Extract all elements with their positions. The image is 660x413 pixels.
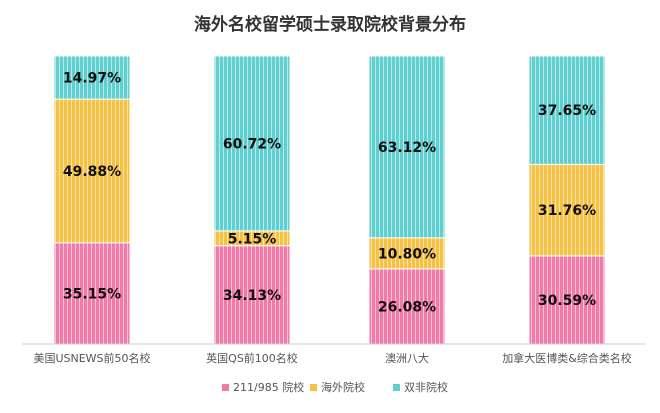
x-tick-label: 英国QS前100名校 <box>206 351 298 365</box>
data-label: 14.97% <box>63 71 121 87</box>
legend-swatch-overseas <box>310 384 317 391</box>
bar-segment-overseas <box>368 237 446 270</box>
legend-label: 211/985 院校 <box>233 380 304 394</box>
bar-segment-non-key <box>213 55 291 232</box>
bar-segment-211-985 <box>53 242 131 345</box>
bar-segment-non-key <box>368 55 446 239</box>
data-label: 37.65% <box>538 103 596 119</box>
legend-label: 海外院校 <box>321 380 365 394</box>
legend-label: 双非院校 <box>404 380 448 394</box>
bar-segment-non-key <box>528 55 606 165</box>
bar-segment-211-985 <box>213 245 291 345</box>
x-axis-labels: 美国USNEWS前50名校 英国QS前100名校 澳洲八大 加拿大医博类&综合类名校 <box>33 351 631 365</box>
legend-swatch-non-key <box>393 384 400 391</box>
bars-group: 35.15% 49.88% 14.97% 34.13% 5.15% 60.72% 26.08… <box>53 55 606 345</box>
chart-title: 海外名校留学硕士录取院校背景分布 <box>194 14 466 35</box>
data-label: 10.80% <box>378 246 436 262</box>
legend: 211/985 院校 海外院校 双非院校 <box>222 380 448 394</box>
x-tick-label: 澳洲八大 <box>385 351 429 365</box>
data-label: 26.08% <box>378 299 436 315</box>
bar-segment-overseas <box>53 98 131 244</box>
data-label: 35.15% <box>63 286 121 302</box>
legend-swatch-211-985 <box>222 384 229 391</box>
x-tick-label: 加拿大医博类&综合类名校 <box>502 351 632 365</box>
bar-segment-211-985 <box>528 255 606 345</box>
data-label: 49.88% <box>63 164 121 180</box>
data-label: 34.13% <box>223 288 281 304</box>
data-label: 5.15% <box>228 231 277 247</box>
data-label: 31.76% <box>538 203 596 219</box>
x-tick-label: 美国USNEWS前50名校 <box>33 351 150 365</box>
bar-segment-non-key <box>53 55 131 100</box>
data-label: 63.12% <box>378 140 436 156</box>
data-label: 60.72% <box>223 136 281 152</box>
data-label: 30.59% <box>538 293 596 309</box>
